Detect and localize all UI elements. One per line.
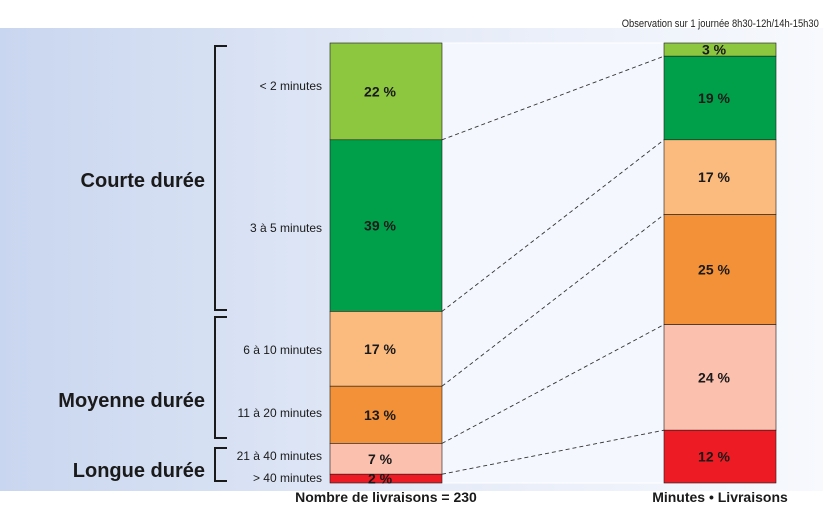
category-label: 11 à 20 minutes [238, 406, 323, 420]
bar-value-label: 17 % [698, 169, 730, 185]
bar-segment [663, 139, 777, 215]
group-bracket [214, 316, 227, 439]
bar-segment [329, 443, 443, 475]
category-label: 3 à 5 minutes [250, 221, 322, 235]
category-label: 21 à 40 minutes [237, 449, 322, 463]
connector-line [441, 214, 665, 387]
group-bracket [214, 45, 227, 311]
bar-value-label: 19 % [698, 90, 730, 106]
bar-segment [329, 311, 443, 387]
bar-segment [329, 385, 443, 444]
bar-value-label: 3 % [702, 42, 727, 58]
bar-value-label: 7 % [368, 451, 393, 467]
bar-segment [663, 324, 777, 431]
group-bracket [214, 447, 227, 482]
connector-line [441, 429, 665, 475]
bar-segment [329, 473, 443, 484]
bar-segment [663, 214, 777, 325]
bar-segment [329, 42, 443, 141]
group-label: Moyenne durée [58, 390, 205, 412]
bar-value-label: 13 % [364, 407, 396, 423]
middle-panel [441, 42, 665, 484]
bar-value-label: 25 % [698, 262, 730, 278]
bar-value-label: 39 % [364, 218, 396, 234]
bar-value-label: 2 % [368, 471, 393, 487]
group-label: Longue durée [73, 460, 205, 482]
series-label: Nombre de livraisons = 230 [295, 489, 477, 505]
bar-value-label: 22 % [364, 83, 396, 99]
series-label: Minutes • Livraisons [652, 489, 788, 505]
bar-value-label: 12 % [698, 449, 730, 465]
category-label: 6 à 10 minutes [243, 343, 322, 357]
category-label: < 2 minutes [260, 79, 322, 93]
bar-value-label: 24 % [698, 369, 730, 385]
connector-line [441, 139, 665, 312]
observation-note: Observation sur 1 journée 8h30-12h/14h-1… [621, 18, 819, 30]
bar-segment [663, 429, 777, 484]
bar-segment [663, 55, 777, 141]
connector-line [441, 55, 665, 141]
category-label: > 40 minutes [253, 471, 322, 485]
bar-value-label: 17 % [364, 341, 396, 357]
group-label: Courte durée [81, 170, 205, 192]
